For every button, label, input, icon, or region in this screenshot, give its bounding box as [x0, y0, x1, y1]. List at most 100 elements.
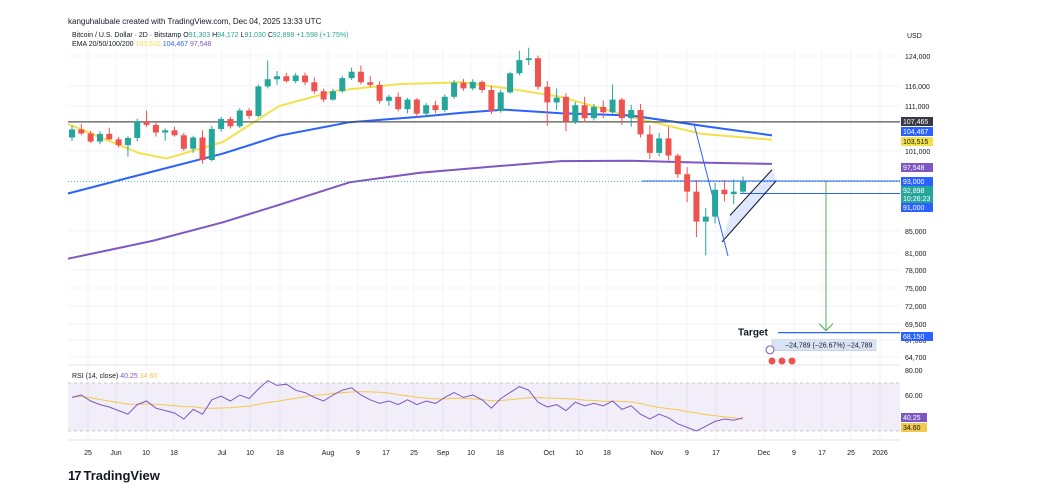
time-tick-label: 17 [818, 450, 826, 457]
price-tick-label: 69,500 [905, 322, 927, 329]
rsi-badge [901, 413, 927, 422]
measure-text: −24,789 (−26.67%) −24,789 [785, 343, 872, 350]
symbol-name: Bitcoin / U.S. Dollar · 2D · Bitstamp [72, 32, 182, 39]
candle-body [618, 99, 625, 119]
time-tick-label: 18 [170, 450, 178, 457]
rsi-tick-label: 80.00 [905, 368, 923, 375]
ema-label: EMA 20/50/100/200 [72, 41, 134, 48]
candle-body [702, 216, 709, 222]
price-badge-label: 103,515 [903, 139, 928, 146]
event-icon [777, 356, 787, 366]
event-icon [767, 356, 777, 366]
flagpole-line [693, 123, 729, 256]
candle-body [432, 105, 439, 111]
candle-body [544, 86, 551, 103]
open-value: 91,303 [188, 32, 211, 39]
time-tick-label: 18 [603, 450, 611, 457]
candle-body [190, 137, 197, 149]
candle-body [572, 105, 579, 122]
candles[interactable] [69, 47, 747, 256]
channel-drawing[interactable] [693, 123, 777, 256]
channel-upper [729, 169, 773, 216]
candle-body [124, 137, 131, 146]
ema-legend: EMA 20/50/100/200 103,515 104,467 97,548 [72, 41, 211, 48]
tradingview-logo[interactable]: 17 TradingView [68, 468, 160, 483]
price-axis[interactable]: 124,000 116,000 111,000 101,000 85,000 81,000… [905, 54, 930, 362]
channel-lower [721, 180, 777, 243]
candle-body [628, 110, 635, 119]
candle-body [488, 90, 495, 111]
price-badge-label: 68,150 [903, 334, 925, 341]
candle-body [311, 82, 318, 92]
price-badge-label: 97,548 [903, 165, 925, 172]
candle-body [553, 97, 560, 103]
candle-body [656, 138, 663, 153]
candle-body [246, 110, 253, 116]
candle-body [721, 189, 728, 195]
price-badge-label: 104,467 [903, 129, 928, 136]
target-label: Target [738, 328, 768, 339]
candle-body [413, 99, 420, 114]
candle-body [516, 60, 523, 74]
close-value: 92,898 [272, 32, 295, 39]
price-badge-label: 93,000 [903, 179, 925, 186]
candle-body [497, 92, 504, 111]
candle-body [684, 174, 691, 192]
candle-body [227, 119, 234, 127]
price-tick-label: 67,000 [905, 338, 927, 345]
target-arrow-head [818, 323, 834, 332]
time-axis[interactable]: 25 Jun 10 18 Jul 10 18 Aug 9 17 25 Sep 10 18 Oct 10 18 No… [68, 439, 900, 457]
time-tick-label: Dec [758, 450, 771, 457]
time-tick-label: 17 [382, 450, 390, 457]
candle-body [236, 110, 243, 127]
candle-body [152, 124, 159, 133]
target-drawing[interactable]: Target −24,789 (−26.67%) −24,789 [738, 181, 900, 366]
price-tick-label: 78,000 [905, 268, 927, 275]
time-tick-label: 17 [712, 450, 720, 457]
time-tick-label: 9 [356, 450, 360, 457]
candle-body [339, 78, 346, 92]
time-tick-label: 10 [467, 450, 475, 457]
rsi-badge [901, 423, 927, 432]
rsi-ma-line [71, 391, 744, 420]
price-tick-label: 124,000 [905, 54, 930, 61]
candle-body [376, 84, 383, 101]
candle-body [218, 119, 225, 129]
price-badge [901, 177, 933, 186]
price-badge [901, 163, 933, 172]
time-tick-label: Oct [544, 450, 555, 457]
candle-body [348, 71, 355, 79]
time-tick-label: Jul [218, 450, 227, 457]
ema20-value: 103,515 [135, 41, 161, 48]
candle-body [609, 99, 616, 113]
candle-body [385, 96, 392, 101]
candle-body [208, 128, 215, 160]
price-badges: 107,465104,467103,51597,54893,00092,8981… [901, 117, 933, 341]
candle-body [507, 73, 514, 93]
candle-body [283, 76, 290, 82]
candle-body [460, 82, 467, 89]
candle-body [693, 191, 700, 222]
time-tick-label: 25 [847, 450, 855, 457]
price-tick-label: 72,000 [905, 304, 927, 311]
low-value: 91,030 [244, 32, 266, 39]
price-badge-label: 92,898 [903, 188, 925, 195]
candle-body [320, 91, 327, 100]
time-tick-label: Jun [110, 450, 121, 457]
candle-body [423, 105, 430, 114]
candle-body [180, 135, 187, 149]
candle-body [469, 81, 476, 89]
horizontal-level[interactable] [68, 121, 900, 194]
candle-body [479, 81, 486, 90]
candle-body [395, 96, 402, 110]
candle-body [581, 105, 588, 119]
time-tick-label: 2026 [872, 450, 888, 457]
time-tick-label: Nov [651, 450, 664, 457]
candle-body [78, 129, 85, 134]
candle-body [134, 121, 141, 138]
candle-body [106, 133, 113, 140]
candle-body [590, 106, 597, 119]
time-tick-label: 9 [685, 450, 689, 457]
